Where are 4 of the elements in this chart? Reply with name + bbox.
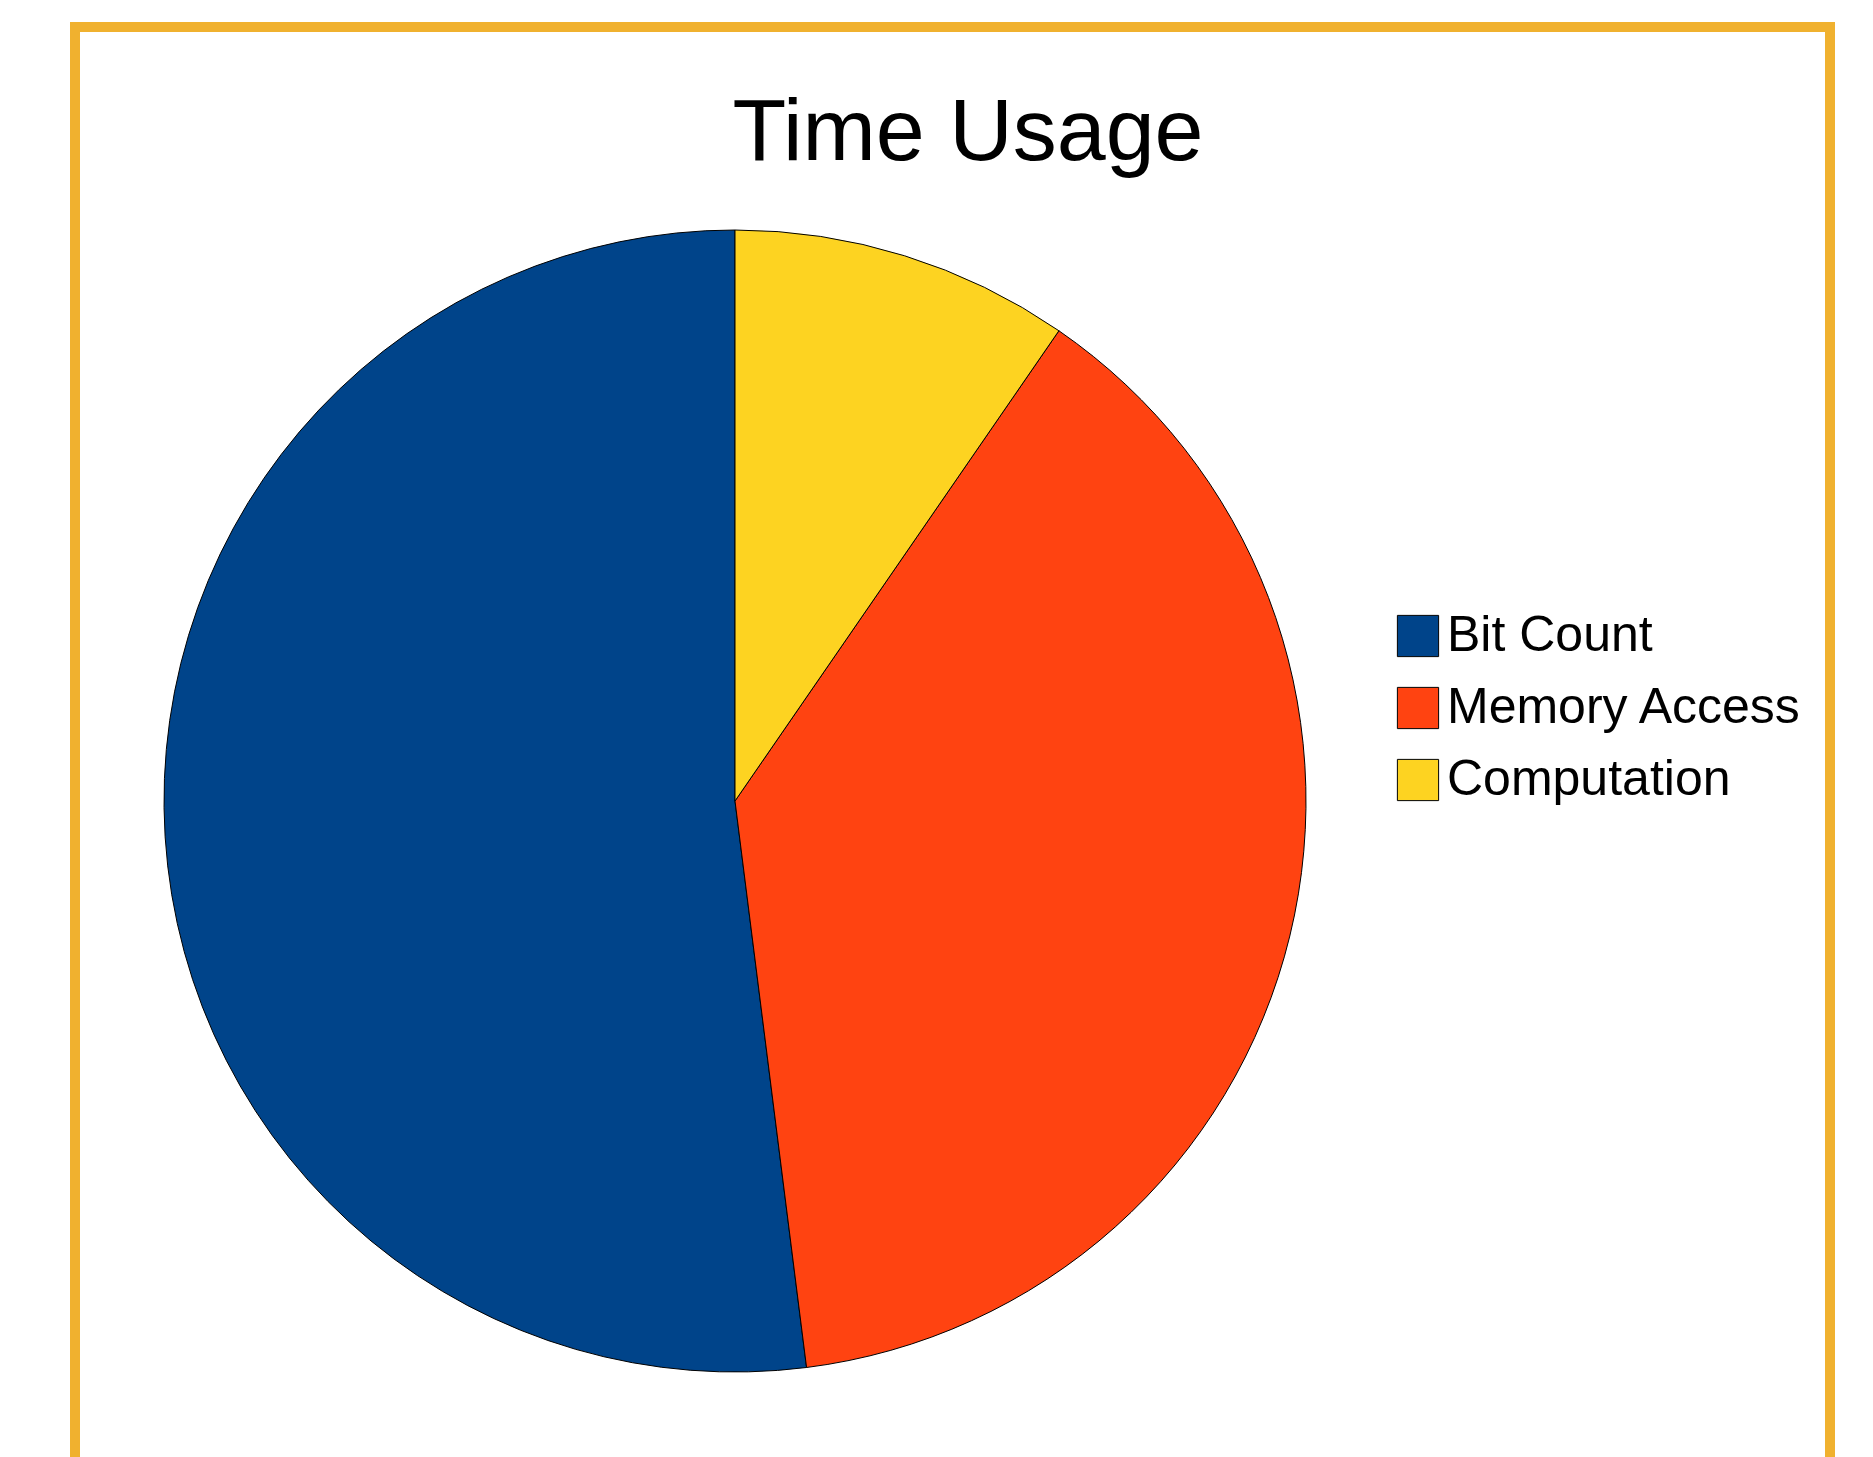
legend-label: Bit Count (1447, 606, 1653, 662)
legend-label: Memory Access (1447, 678, 1800, 734)
legend-label: Computation (1447, 750, 1731, 806)
chart-title: Time Usage (732, 80, 1204, 179)
